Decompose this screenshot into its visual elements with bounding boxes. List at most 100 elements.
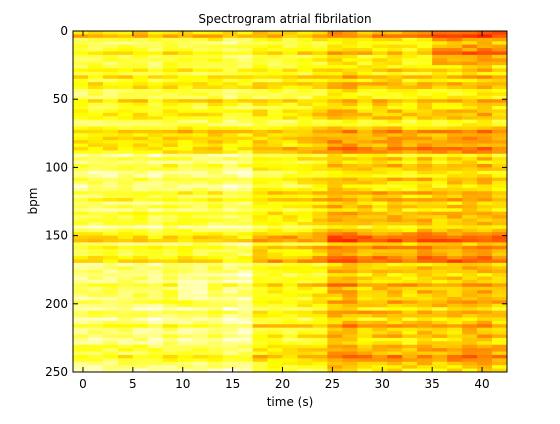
heatmap-cell [132,303,149,308]
heatmap-cell [357,286,373,291]
heatmap-cell [492,88,508,93]
heatmap-cell [372,368,388,373]
heatmap-cell [312,184,328,189]
heatmap-cell [177,215,194,219]
heatmap-cell [177,167,194,172]
heatmap-cell [492,361,508,366]
heatmap-cell [147,269,164,274]
heatmap-cell [432,123,448,127]
heatmap-cell [237,78,253,83]
heatmap-cell [237,44,253,49]
heatmap-cell [477,242,493,247]
heatmap-cell [282,256,298,260]
heatmap-cell [357,71,373,76]
heatmap-cell [372,266,388,271]
heatmap-cell [117,163,134,168]
heatmap-cell [177,314,194,318]
heatmap-cell [462,187,478,192]
heatmap-cell [432,232,448,236]
heatmap-cell [432,256,448,260]
heatmap-cell [117,348,134,352]
heatmap-cell [132,153,149,158]
heatmap-cell [357,317,373,322]
heatmap-cell [387,218,403,223]
heatmap-cell [207,259,224,264]
heatmap-cell [222,37,239,42]
heatmap-cell [492,358,508,363]
heatmap-cell [252,354,268,359]
heatmap-cell [372,119,388,124]
heatmap-cell [252,262,268,267]
heatmap-cell [492,235,508,240]
heatmap-cell [87,198,104,202]
heatmap-cell [192,123,209,127]
heatmap-cell [297,293,313,298]
heatmap-cell [282,239,298,243]
heatmap-cell [73,157,89,161]
heatmap-cell [87,354,104,359]
heatmap-cell [462,44,478,49]
heatmap-cell [117,252,134,257]
heatmap-cell [342,174,358,179]
heatmap-cell [342,61,358,66]
heatmap-cell [342,256,358,260]
heatmap-cell [327,71,343,76]
heatmap-cell [222,327,239,332]
heatmap-cell [417,317,433,322]
heatmap-cell [387,75,403,80]
heatmap-cell [147,358,164,363]
heatmap-cell [462,276,478,281]
heatmap-cell [267,276,283,281]
heatmap-cell [342,252,358,257]
heatmap-cell [492,269,508,274]
heatmap-cell [177,150,194,155]
heatmap-cell [402,225,418,230]
heatmap-cell [252,106,268,110]
heatmap-cell [222,211,239,216]
heatmap-cell [417,252,433,257]
heatmap-cell [237,204,253,209]
heatmap-cell [102,68,119,73]
heatmap-cell [147,334,164,339]
heatmap-cell [357,331,373,335]
heatmap-cell [297,204,313,209]
heatmap-cell [207,324,224,329]
heatmap-cell [282,365,298,369]
heatmap-cell [162,129,179,134]
heatmap-cell [147,218,164,223]
heatmap-cell [177,276,194,281]
heatmap-cell [132,140,149,144]
heatmap-cell [327,181,343,185]
heatmap-cell [312,314,328,318]
heatmap-cell [432,358,448,363]
heatmap-cell [282,71,298,76]
heatmap-cell [477,140,493,144]
heatmap-cell [237,174,253,179]
heatmap-cell [312,290,328,294]
heatmap-cell [177,92,194,97]
heatmap-cell [192,116,209,121]
heatmap-cell [447,95,463,100]
heatmap-cell [357,354,373,359]
heatmap-cell [432,344,448,349]
heatmap-cell [357,365,373,369]
heatmap-cell [372,133,388,138]
heatmap-cell [267,85,283,90]
heatmap-cell [117,344,134,349]
heatmap-cell [267,327,283,332]
heatmap-cell [237,262,253,267]
heatmap-cell [132,208,149,213]
heatmap-cell [132,187,149,192]
heatmap-cell [73,177,89,182]
heatmap-cell [387,102,403,107]
heatmap-cell [387,249,403,254]
heatmap-cell [297,95,313,100]
heatmap-cell [312,44,328,49]
heatmap-cell [297,279,313,284]
heatmap-cell [117,167,134,172]
heatmap-cell [282,167,298,172]
heatmap-cell [372,242,388,247]
heatmap-cell [297,99,313,104]
heatmap-cell [252,368,268,373]
heatmap-cell [237,88,253,93]
